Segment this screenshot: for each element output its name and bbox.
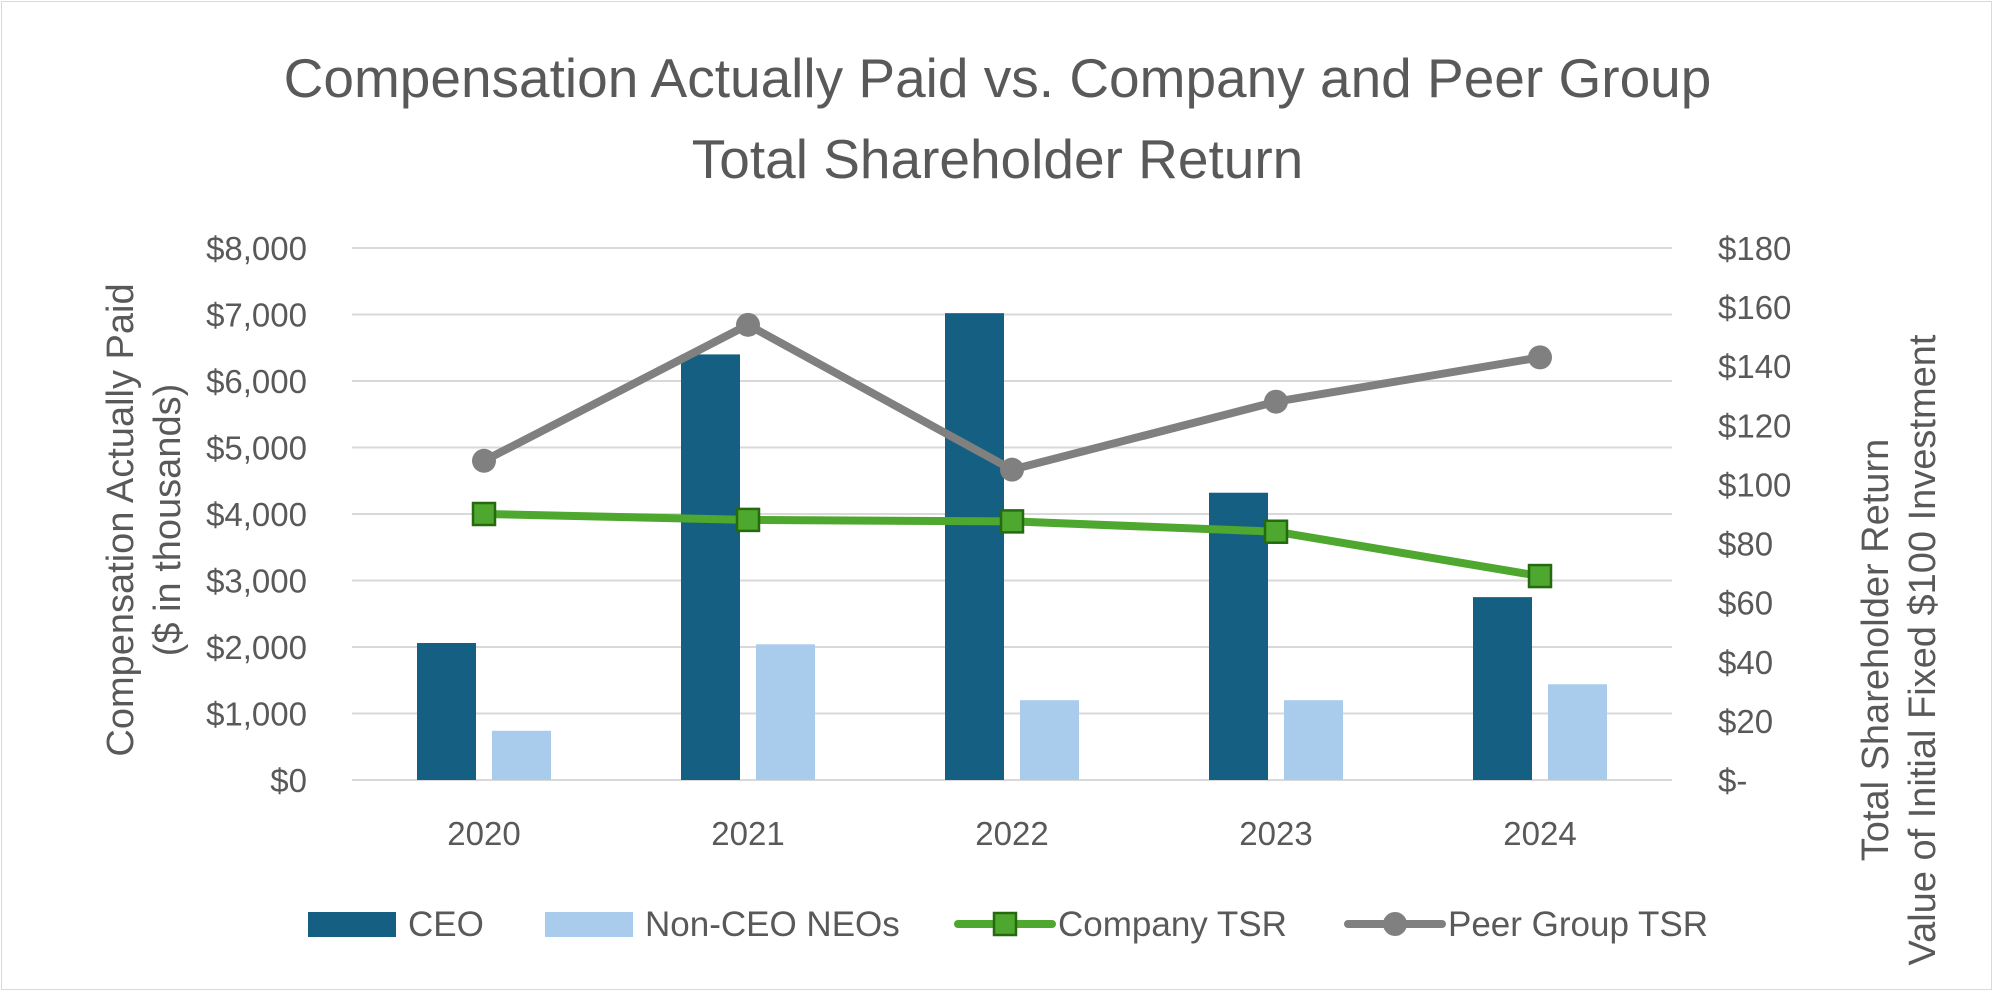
bar-non-ceo-neos [756,644,815,780]
left-tick-label: $4,000 [206,496,307,533]
marker-company-tsr [1527,563,1553,589]
right-tick-label: $80 [1718,526,1773,563]
legend-marker-company-tsr [992,911,1018,937]
bar-non-ceo-neos [492,730,551,780]
left-tick-label: $2,000 [206,629,307,666]
bar-ceo [1473,597,1532,780]
chart-title-line-1: Compensation Actually Paid vs. Company a… [283,47,1712,109]
left-tick-label: $3,000 [206,563,307,600]
marker-company-tsr [735,507,761,533]
marker-peer-group-tsr [472,448,496,473]
marker-company-tsr [471,501,497,527]
marker-peer-group-tsr [736,312,760,337]
left-tick-label: $1,000 [206,696,307,733]
x-tick-label: 2022 [975,815,1048,852]
x-tick-label: 2020 [447,815,520,852]
bar-non-ceo-neos [1548,684,1607,780]
right-tick-label: $40 [1718,644,1773,681]
left-tick-label: $5,000 [206,430,307,467]
chart-title: Compensation Actually Paid vs. Company a… [0,38,1995,200]
marker-company-tsr [1263,519,1289,544]
legend-label-company-tsr: Company TSR [1058,905,1287,944]
x-tick-label: 2024 [1503,815,1576,852]
bar-ceo [417,643,476,780]
right-tick-label: $60 [1718,585,1773,622]
legend-label-peer-group-tsr: Peer Group TSR [1448,905,1708,944]
bar-non-ceo-neos [1284,700,1343,780]
right-tick-label: $100 [1718,466,1791,503]
x-tick-label: 2023 [1239,815,1312,852]
bar-ceo [681,354,740,780]
marker-peer-group-tsr [1264,389,1288,414]
legend-label-ceo: CEO [408,905,484,944]
right-tick-label: $160 [1718,289,1791,326]
marker-company-tsr [999,509,1025,534]
bar-non-ceo-neos [1020,700,1079,780]
legend-swatch-ceo [308,912,396,937]
right-tick-label: $120 [1718,407,1791,444]
left-tick-label: $6,000 [206,363,307,400]
legend-marker-peer-group-tsr [1383,912,1407,936]
left-tick-label: $7,000 [206,297,307,334]
legend-swatch-non-ceo-neos [545,912,633,937]
right-tick-label: $140 [1718,348,1791,385]
legend-label-non-ceo-neos: Non-CEO NEOs [645,905,900,944]
x-tick-label: 2021 [711,815,784,852]
marker-peer-group-tsr [1528,345,1552,370]
bar-ceo [1209,492,1268,780]
right-tick-label: $180 [1718,230,1791,267]
left-tick-label: $8,000 [206,230,307,267]
left-tick-label: $0 [270,762,307,799]
marker-peer-group-tsr [1000,457,1024,482]
right-tick-label: $- [1718,762,1747,799]
right-tick-label: $20 [1718,703,1773,740]
bar-ceo [945,313,1004,780]
chart-title-line-2: Total Shareholder Return [691,128,1304,190]
